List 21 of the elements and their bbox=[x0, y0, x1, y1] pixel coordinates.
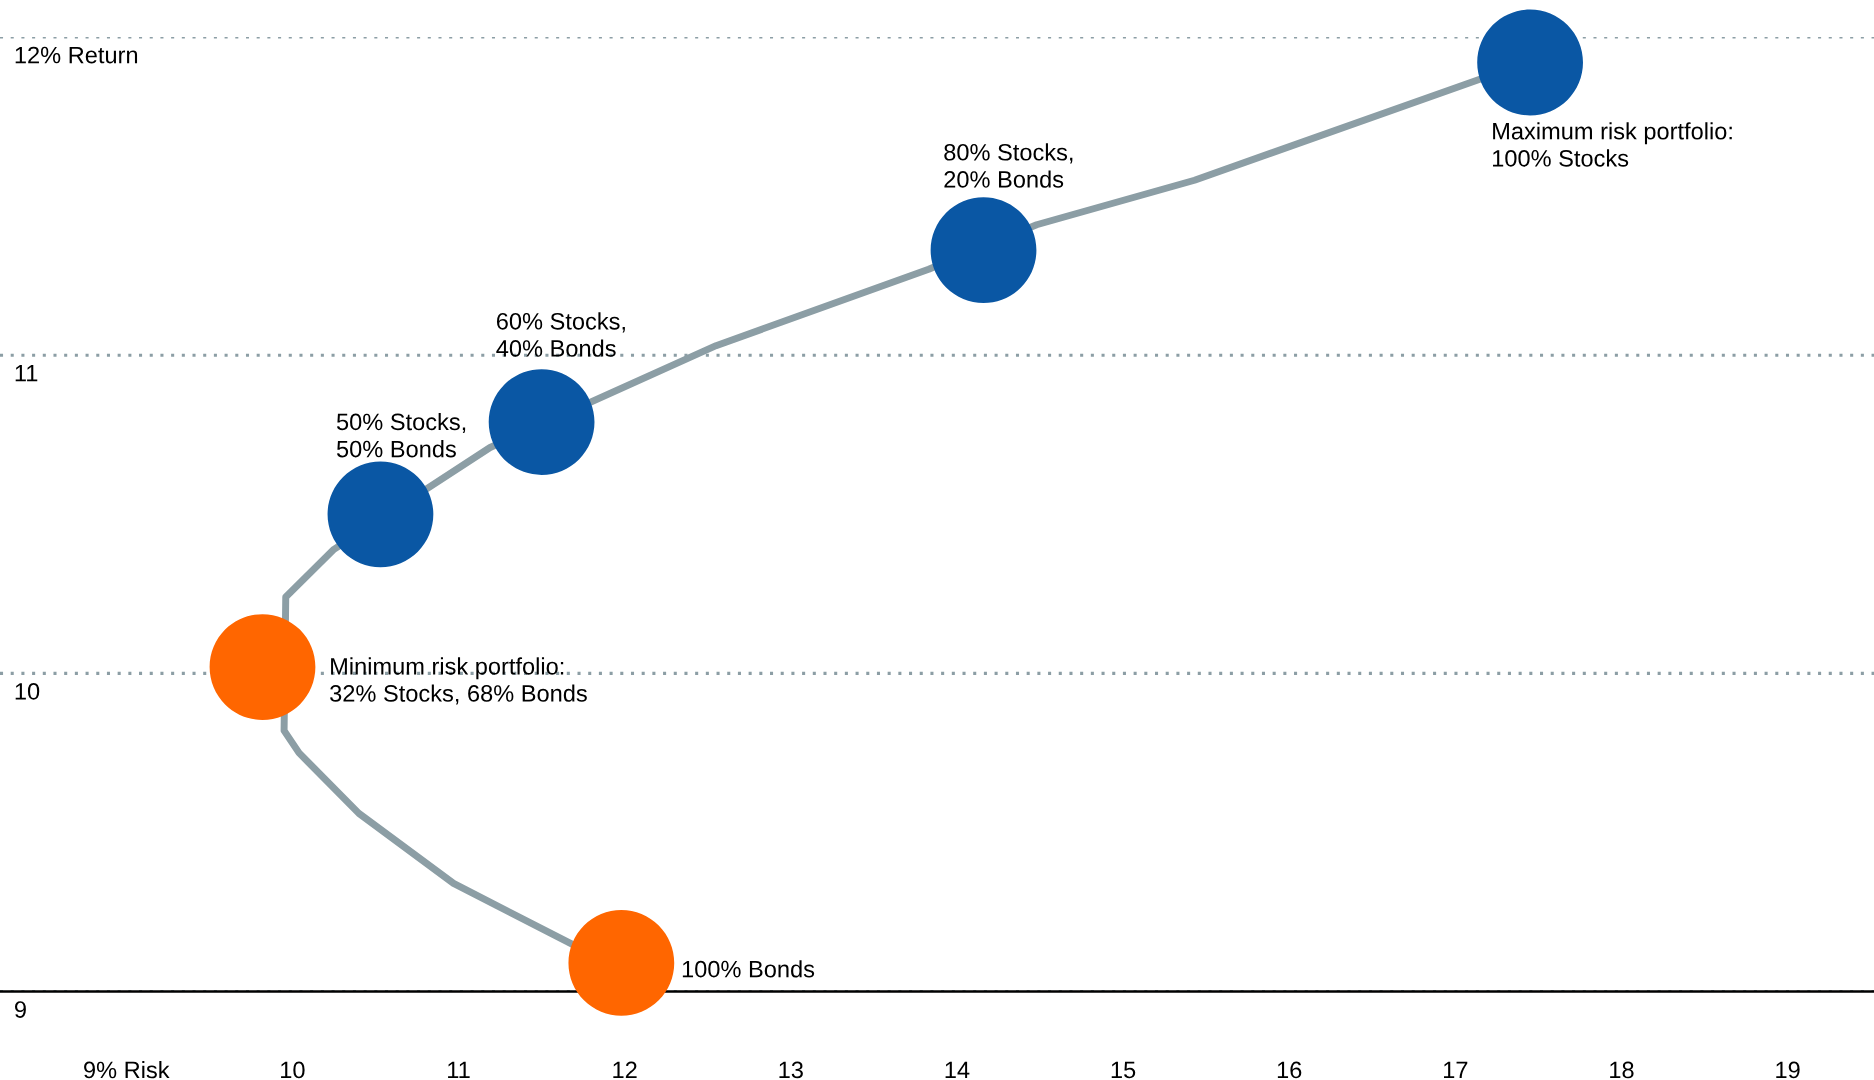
x-tick-label: 14 bbox=[945, 1061, 970, 1079]
annotation: 80% Stocks, 20% Bonds bbox=[944, 143, 1073, 188]
x-tick-label: 16 bbox=[1277, 1061, 1302, 1079]
annotation: 60% Stocks, 40% Bonds bbox=[496, 312, 625, 357]
y-tick-label: 10 bbox=[15, 683, 40, 700]
x-tick-label: 10 bbox=[281, 1061, 305, 1079]
x-tick-label: 13 bbox=[779, 1061, 803, 1079]
y-tick-label: 12% Return bbox=[15, 46, 138, 64]
x-tick-label: 15 bbox=[1111, 1061, 1136, 1079]
annotation: 50% Stocks, 50% Bonds bbox=[336, 412, 466, 458]
x-tick-label: 18 bbox=[1610, 1061, 1634, 1079]
x-tick-label: 12 bbox=[613, 1061, 637, 1079]
annotation: Minimum risk portfolio: 32% Stocks, 68% Bonds bbox=[330, 657, 587, 705]
y-tick-label: 11 bbox=[15, 365, 38, 382]
x-tick-label: 17 bbox=[1444, 1061, 1468, 1079]
x-tick-label: 11 bbox=[448, 1061, 470, 1079]
annotation: Maximum risk portfolio: 100% Stocks bbox=[1493, 122, 1732, 167]
x-tick-label: 19 bbox=[1776, 1061, 1800, 1079]
annotation: 100% Bonds bbox=[682, 960, 815, 978]
x-tick-label: 9% Risk bbox=[84, 1060, 170, 1079]
y-tick-label: 9 bbox=[15, 1001, 26, 1018]
